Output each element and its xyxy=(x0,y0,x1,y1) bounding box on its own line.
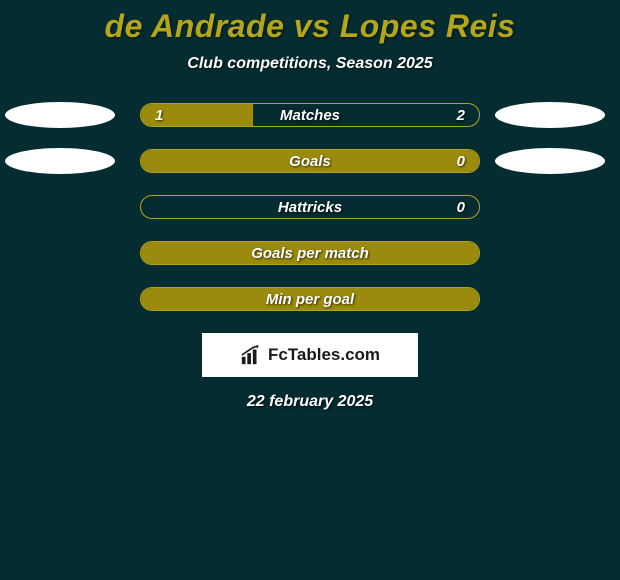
chart-icon xyxy=(240,344,262,366)
player-badge-right xyxy=(495,148,605,174)
date-label: 22 february 2025 xyxy=(247,393,373,411)
page-subtitle: Club competitions, Season 2025 xyxy=(187,55,432,73)
stat-bar: Min per goal xyxy=(140,287,480,311)
player-badge-right xyxy=(495,102,605,128)
stat-row: Min per goal xyxy=(0,287,620,311)
stat-bar: 12Matches xyxy=(140,103,480,127)
stat-bar: 0Goals xyxy=(140,149,480,173)
player-badge-left xyxy=(5,148,115,174)
stat-label: Hattricks xyxy=(141,199,479,216)
player-badge-left xyxy=(5,102,115,128)
stat-label: Goals xyxy=(141,153,479,170)
stat-label: Min per goal xyxy=(141,291,479,308)
stat-bar: Goals per match xyxy=(140,241,480,265)
stat-bar: 0Hattricks xyxy=(140,195,480,219)
stat-row: 0Hattricks xyxy=(0,195,620,219)
stat-label: Matches xyxy=(141,107,479,124)
logo-badge: FcTables.com xyxy=(202,333,418,377)
stat-row: Goals per match xyxy=(0,241,620,265)
stat-row: 12Matches xyxy=(0,103,620,127)
logo-text: FcTables.com xyxy=(268,345,380,365)
stats-area: 12Matches 0Goals 0Hattricks Goals per match… xyxy=(0,103,620,311)
stat-label: Goals per match xyxy=(141,245,479,262)
stat-row: 0Goals xyxy=(0,149,620,173)
page-title: de Andrade vs Lopes Reis xyxy=(105,8,516,45)
